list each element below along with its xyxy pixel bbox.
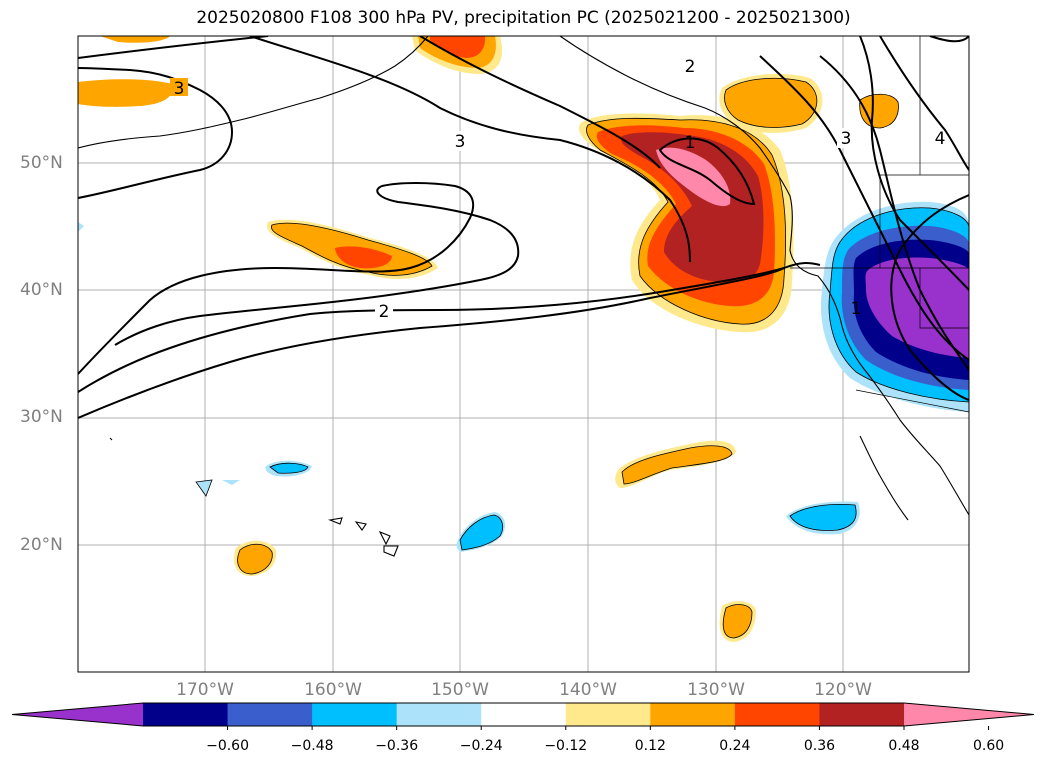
colorbar-tick-label: 0.24 [719,738,751,754]
contour-label: 3 [455,132,466,152]
lat-label: 30°N [20,407,63,427]
pv-contours [78,36,969,419]
contour-label: 1 [851,299,862,319]
colorbar-tick-label: −0.60 [206,738,249,754]
map-title: 2025020800 F108 300 hPa PV, precipitatio… [196,8,851,28]
colorbar-outline [11,702,1035,727]
colorbar-tick-label: −0.36 [375,738,419,754]
colorbar-tick-label: −0.24 [459,738,503,754]
contour-labels: 3 3 3 2 1 2 4 1 [170,57,945,322]
colorbar-segment [143,703,229,726]
colorbar-segment [481,703,567,726]
colorbar-segment [396,703,482,726]
positive-anomaly-patches [78,36,899,642]
contour-label: 3 [174,79,185,99]
colorbar-segment [650,703,736,726]
map-area [78,36,969,672]
colorbar-tick-label: −0.12 [544,738,588,754]
lon-label: 150°W [431,680,489,700]
colorbar-extend-max [904,703,1034,726]
colorbar-segment [565,703,651,726]
contour-label: 1 [685,133,696,153]
colorbar-extend-min [12,703,143,726]
coastlines [78,36,969,557]
lon-label: 130°W [687,680,745,700]
map-frame [77,35,970,673]
negative-anomaly-patches [78,222,860,552]
colorbar-tick-label: 0.60 [972,738,1005,754]
colorbar-segment [227,703,313,726]
lon-label: 160°W [304,680,362,700]
contour-label: 2 [685,57,696,77]
lat-label: 20°N [20,535,63,555]
lon-label: 120°W [814,680,872,700]
contour-label: 3 [841,129,852,149]
lat-label: 50°N [20,153,63,173]
colorbar-tick-label: 0.36 [803,738,836,754]
anomaly-outlines [195,77,969,639]
colorbar-tick-label: 0.12 [634,738,666,754]
colorbar-segment [734,703,820,726]
contour-label: 2 [379,302,390,322]
lon-label: 170°W [176,680,234,700]
lon-label: 140°W [559,680,617,700]
contour-label: 4 [935,129,946,149]
colorbar-segment [819,703,905,726]
colorbar-segment [312,703,398,726]
negative-anomaly-sw-us [820,201,969,412]
colorbar-tick-label: 0.48 [888,738,920,754]
colorbar [11,702,1035,730]
colorbar-tick-label: −0.48 [290,738,334,754]
lat-label: 40°N [20,280,63,300]
